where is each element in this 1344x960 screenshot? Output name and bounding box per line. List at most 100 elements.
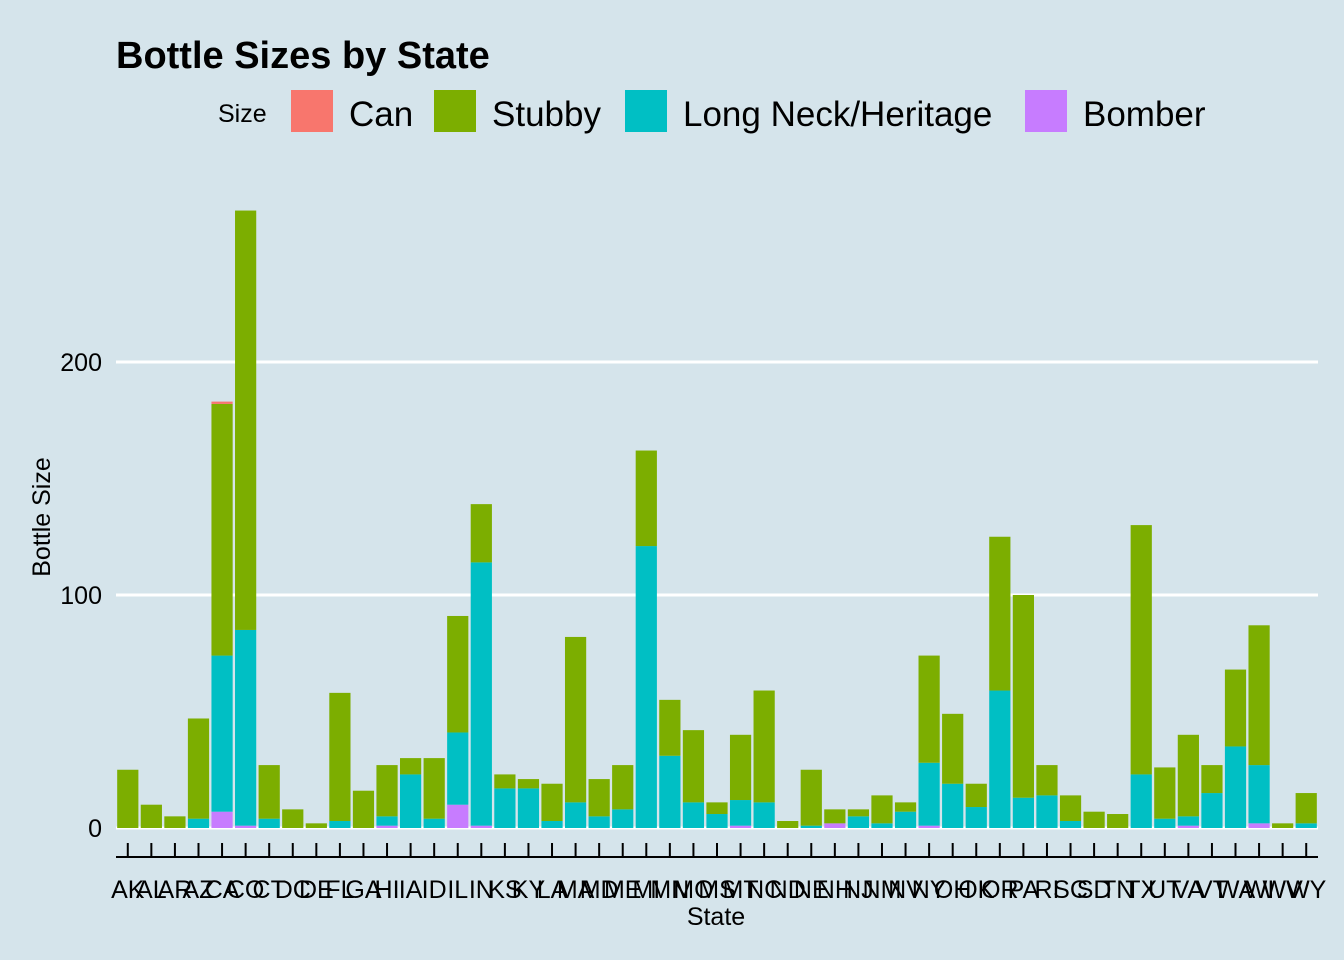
bar-PA-long-neck-heritage (1012, 797, 1034, 828)
y-tick-label-0: 0 (88, 815, 102, 843)
bar-FL-stubby (329, 692, 351, 822)
bar-HI-long-neck-heritage (376, 816, 398, 826)
bar-WY-long-neck-heritage (1295, 823, 1317, 828)
bar-SC-long-neck-heritage (1059, 821, 1082, 828)
bar-RI-stubby (1036, 765, 1058, 796)
x-tick-label-SD: SD (1077, 876, 1112, 904)
legend-label-can: Can (349, 95, 413, 134)
bar-NE-stubby (800, 769, 822, 826)
bar-IA-long-neck-heritage (400, 774, 422, 828)
x-tick-label-MI: MI (632, 876, 660, 904)
bar-NH-bomber (824, 823, 846, 828)
x-tick-label-NJ: NJ (843, 876, 874, 904)
bar-AL-stubby (140, 804, 162, 828)
x-tick-label-NY: NY (912, 876, 947, 904)
bar-UT-long-neck-heritage (1154, 818, 1176, 828)
bar-TX-stubby (1130, 525, 1152, 775)
x-axis-label: State (687, 903, 745, 931)
bar-CT-long-neck-heritage (258, 818, 280, 828)
bar-CT-stubby (258, 765, 280, 819)
x-tick-label-OK: OK (958, 876, 994, 904)
x-tick-label-KY: KY (512, 876, 546, 904)
bar-MA-long-neck-heritage (564, 802, 587, 828)
bar-LA-stubby (541, 783, 563, 822)
bar-DE-stubby (305, 823, 327, 828)
bar-CA-stubby (211, 403, 233, 656)
x-tick-label-IL: IL (447, 876, 468, 904)
bar-TN-stubby (1107, 814, 1129, 828)
x-tick-label-PA: PA (1008, 876, 1040, 904)
bar-OK-long-neck-heritage (965, 807, 987, 828)
x-tick-label-OR: OR (981, 876, 1019, 904)
bar-HI-stubby (376, 765, 398, 817)
bar-CA-can (211, 401, 233, 404)
bar-VT-long-neck-heritage (1201, 793, 1223, 828)
bar-MD-stubby (588, 779, 610, 817)
legend-label-long-neck-heritage: Long Neck/Heritage (683, 95, 992, 134)
bar-NJ-long-neck-heritage (847, 816, 870, 828)
x-tick-label-CO: CO (227, 876, 265, 904)
x-tick-label-AZ: AZ (183, 876, 215, 904)
x-tick-label-IA: IA (399, 876, 423, 904)
bar-MI-stubby (635, 450, 657, 547)
x-tick-label-RI: RI (1034, 876, 1059, 904)
bar-NY-stubby (918, 655, 940, 763)
bar-PA-stubby (1012, 595, 1034, 798)
x-tick-label-AK: AK (111, 876, 145, 904)
x-tick-label-WV: WV (1263, 876, 1304, 904)
x-tick-label-MO: MO (673, 876, 713, 904)
x-tick-label-NH: NH (817, 876, 853, 904)
bar-ID-long-neck-heritage (423, 818, 445, 828)
bar-SD-stubby (1083, 811, 1105, 828)
bar-CO-long-neck-heritage (235, 629, 257, 826)
bar-WA-long-neck-heritage (1224, 746, 1247, 828)
bar-OR-stubby (989, 536, 1011, 691)
x-tick-label-TN: TN (1101, 876, 1134, 904)
legend-title: Size (218, 100, 267, 128)
bar-OR-long-neck-heritage (989, 690, 1011, 828)
bar-MS-long-neck-heritage (706, 814, 728, 828)
x-tick-label-NE: NE (794, 876, 829, 904)
bar-SC-stubby (1059, 795, 1082, 822)
bar-ID-stubby (423, 758, 445, 819)
bar-OH-long-neck-heritage (942, 783, 964, 828)
bar-MS-stubby (706, 802, 728, 815)
bar-ME-long-neck-heritage (612, 809, 634, 828)
y-tick-label-100: 100 (60, 582, 102, 610)
bar-LA-long-neck-heritage (541, 821, 563, 828)
x-tick-label-UT: UT (1148, 876, 1181, 904)
legend-label-stubby: Stubby (492, 95, 601, 134)
legend-key-bomber (1025, 90, 1067, 132)
bar-UT-stubby (1154, 767, 1176, 819)
bar-WI-bomber (1248, 823, 1270, 828)
bar-GA-stubby (352, 790, 375, 828)
bar-VT-stubby (1201, 765, 1223, 794)
bar-FL-long-neck-heritage (329, 821, 351, 828)
bar-DC-stubby (282, 809, 304, 828)
y-axis-label: Bottle Size (28, 457, 56, 577)
bar-MN-long-neck-heritage (659, 755, 681, 828)
bar-RI-long-neck-heritage (1036, 795, 1058, 828)
chart-title: Bottle Sizes by State (116, 35, 490, 77)
bar-IL-bomber (447, 804, 469, 828)
bar-KY-long-neck-heritage (517, 788, 540, 828)
x-tick-label-MD: MD (580, 876, 619, 904)
bar-MI-long-neck-heritage (635, 546, 657, 828)
bar-NY-long-neck-heritage (918, 762, 940, 826)
x-tick-label-OH: OH (934, 876, 972, 904)
bar-IL-stubby (447, 615, 469, 733)
bar-IN-bomber (470, 825, 492, 828)
x-tick-label-KS: KS (488, 876, 521, 904)
bar-MT-bomber (729, 825, 752, 828)
x-tick-label-WI: WI (1244, 876, 1275, 904)
bar-VA-long-neck-heritage (1177, 816, 1199, 826)
bar-NV-long-neck-heritage (894, 811, 917, 828)
x-tick-label-IN: IN (469, 876, 494, 904)
bar-HI-bomber (376, 825, 398, 828)
bar-OH-stubby (942, 713, 964, 784)
bar-OK-stubby (965, 783, 987, 808)
bar-WV-stubby (1272, 823, 1294, 828)
bar-IN-long-neck-heritage (470, 562, 492, 826)
x-tick-label-HI: HI (375, 876, 400, 904)
bar-NM-long-neck-heritage (871, 823, 893, 828)
